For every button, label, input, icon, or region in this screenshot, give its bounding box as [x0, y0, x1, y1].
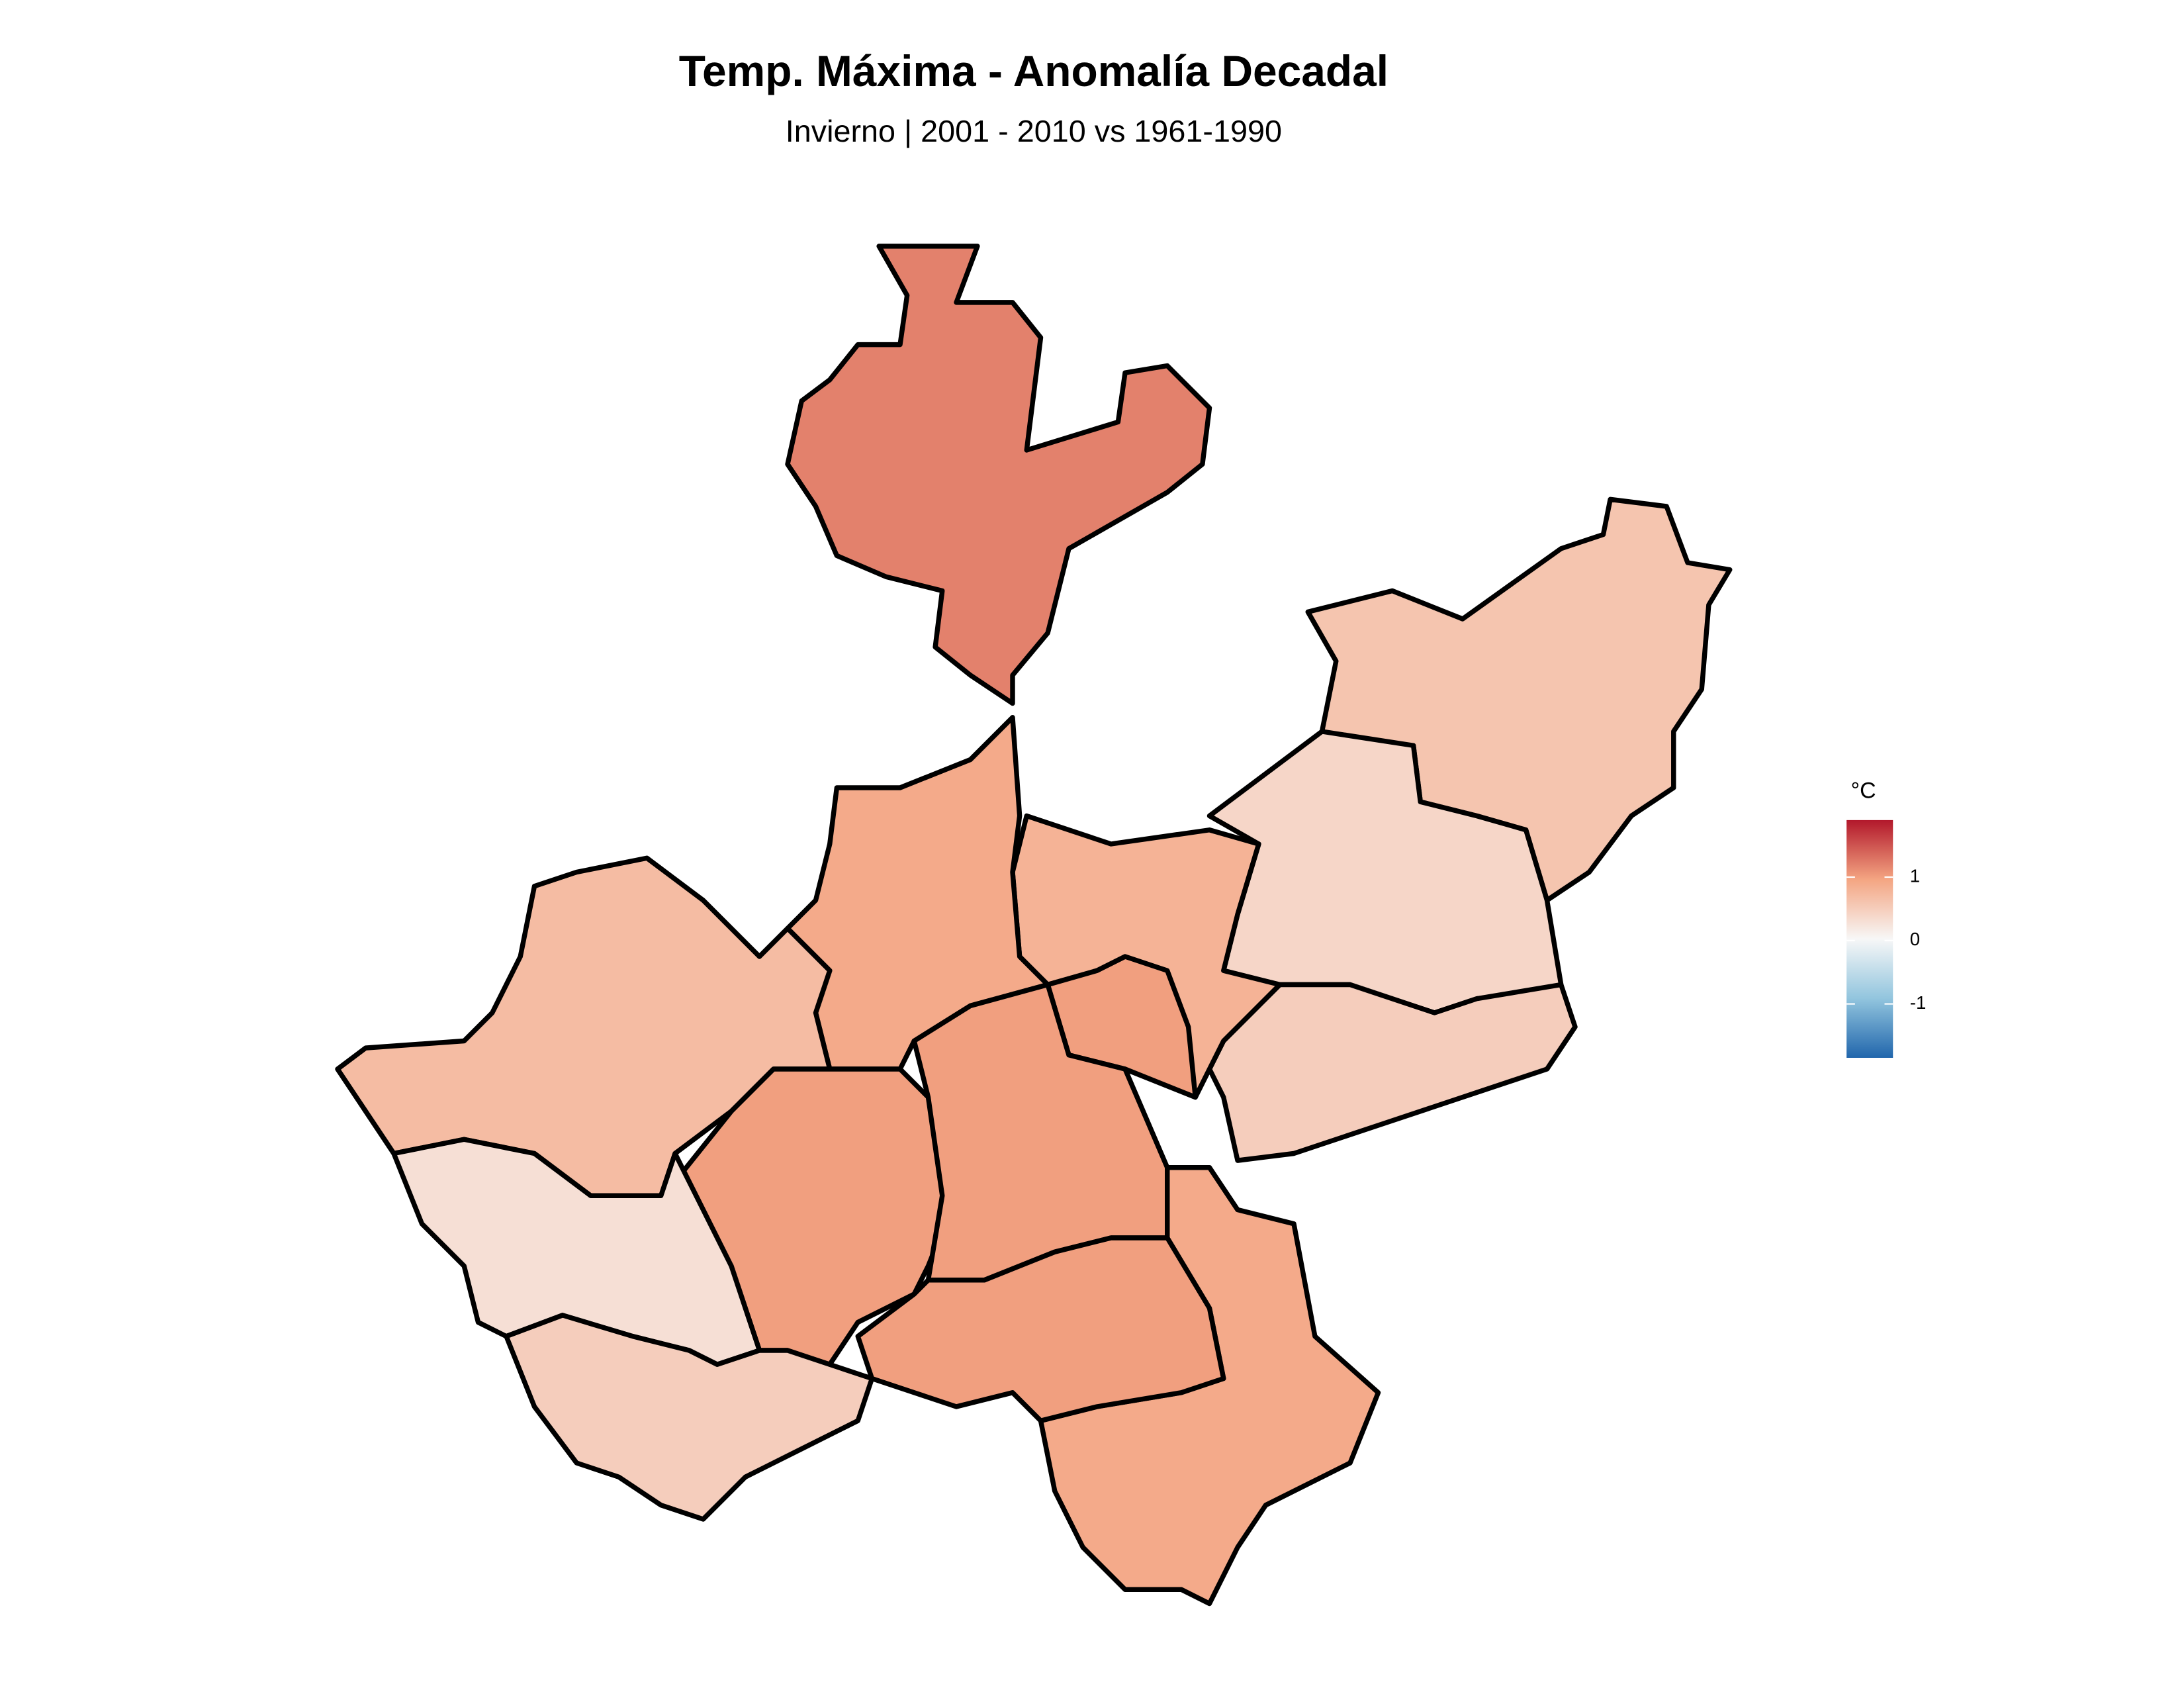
- region: [504, 1313, 875, 1522]
- legend-tick-label: -1: [1910, 992, 1927, 1013]
- region: [1206, 982, 1578, 1163]
- region: [785, 244, 1212, 706]
- region: [855, 1235, 1226, 1423]
- legend-tick-label: 0: [1910, 929, 1920, 949]
- map-subtitle: Invierno | 2001 - 2010 vs 1961-1990: [786, 114, 1282, 148]
- regions: [335, 244, 1733, 1607]
- map-title: Temp. Máxima - Anomalía Decadal: [679, 46, 1388, 95]
- legend-tick-label: 1: [1910, 865, 1920, 886]
- legend: -1 0 1: [1846, 865, 1926, 1013]
- colorbar: [1846, 820, 1893, 1058]
- legend-title: °C: [1851, 778, 1876, 803]
